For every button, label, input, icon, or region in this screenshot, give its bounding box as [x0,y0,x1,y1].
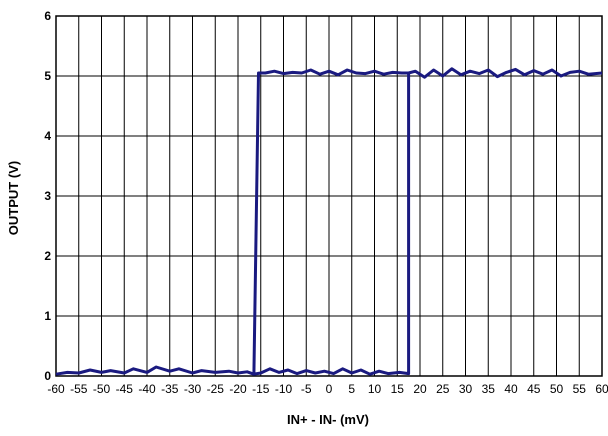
x-tick-label: 25 [436,382,450,396]
y-tick-label: 5 [44,69,51,83]
x-tick-label: -15 [252,382,270,396]
x-tick-label: 45 [527,382,541,396]
x-tick-label: 0 [326,382,333,396]
y-tick-label: 3 [44,189,51,203]
x-tick-label: -10 [275,382,293,396]
plot-frame [55,15,603,377]
x-tick-label: 55 [573,382,587,396]
x-tick-label: 35 [482,382,496,396]
y-tick-label: 6 [44,9,51,23]
y-tick-label: 0 [44,369,51,383]
x-axis-ticks: -60 -55 -50 -45 -40 -35 -30 -25 -20 -15 -10 -5 0 5 10 1… [47,382,608,396]
series-line-1 [55,68,411,376]
y-axis-ticks: 0 1 2 3 4 5 6 [44,9,51,383]
y-axis-title: OUTPUT (V) [6,161,21,235]
x-tick-label: -40 [138,382,156,396]
x-tick-label: -35 [161,382,179,396]
x-tick-label: 15 [391,382,405,396]
x-tick-label: -50 [93,382,111,396]
plot-area [55,67,603,376]
x-tick-label: 5 [348,382,355,396]
x-tick-label: -20 [229,382,247,396]
x-tick-label: -30 [184,382,202,396]
x-tick-label: -25 [207,382,225,396]
x-tick-label: 60 [595,382,608,396]
y-tick-label: 4 [44,129,51,143]
y-tick-label: 1 [44,309,51,323]
x-tick-label: -45 [116,382,134,396]
x-tick-label: 50 [550,382,564,396]
x-tick-label: 40 [504,382,518,396]
x-tick-label: -60 [47,382,65,396]
x-axis-title: IN+ - IN- (mV) [287,412,369,427]
x-tick-label: -5 [301,382,312,396]
x-tick-label: 30 [459,382,473,396]
series-line-2 [408,67,603,79]
x-tick-label: 20 [413,382,427,396]
y-tick-label: 2 [44,249,51,263]
grid [55,15,603,377]
x-tick-label: -55 [70,382,88,396]
x-tick-label: 10 [368,382,382,396]
